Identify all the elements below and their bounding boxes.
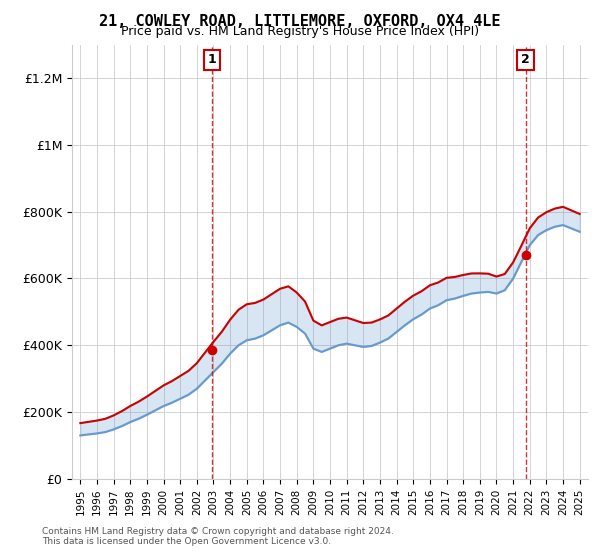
Text: Price paid vs. HM Land Registry's House Price Index (HPI): Price paid vs. HM Land Registry's House …	[121, 25, 479, 38]
Text: 2: 2	[521, 53, 530, 67]
Text: Contains HM Land Registry data © Crown copyright and database right 2024.
This d: Contains HM Land Registry data © Crown c…	[42, 526, 394, 546]
Text: 1: 1	[208, 53, 217, 67]
Text: 21, COWLEY ROAD, LITTLEMORE, OXFORD, OX4 4LE: 21, COWLEY ROAD, LITTLEMORE, OXFORD, OX4…	[99, 14, 501, 29]
